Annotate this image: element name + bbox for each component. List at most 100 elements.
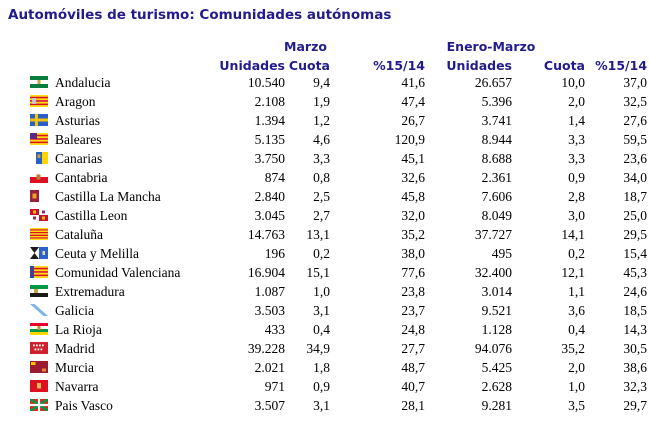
marzo-cuota-value: 9,4: [313, 74, 330, 90]
marzo-cuota-value: 1,8: [313, 359, 330, 375]
enero-marzo-cuota-value: 0,4: [568, 321, 585, 337]
flag-murcia-icon: [30, 360, 48, 373]
marzo-pct-value: 38,0: [401, 245, 425, 261]
table-row: Aragon 2.108 1,9 47,4 5.396 2,0 32,5: [28, 92, 647, 111]
table-row: Cataluña 14.763 13,1 35,2 37.727 14,1 29…: [28, 225, 647, 244]
enero-marzo-pct-value: 14,3: [623, 321, 648, 337]
marzo-cuota-value: 1,9: [313, 93, 330, 109]
enero-marzo-pct-value: 18,7: [623, 188, 648, 204]
flag-madrid-icon: [30, 341, 48, 354]
enero-marzo-pct-value: 59,5: [623, 131, 648, 147]
enero-marzo-unidades-value: 37.727: [474, 226, 512, 242]
region-name: Pais Vasco: [55, 397, 113, 413]
enero-marzo-cuota-value: 12,1: [561, 264, 585, 280]
flag-castilla-leon-icon: [30, 208, 48, 221]
marzo-unidades-value: 2.108: [254, 93, 285, 109]
col-header-pct-enero-marzo: %15/14: [595, 58, 648, 73]
region-name: Castilla La Mancha: [55, 188, 161, 204]
marzo-cuota-value: 2,7: [313, 207, 330, 223]
enero-marzo-cuota-value: 0,2: [568, 245, 585, 261]
enero-marzo-pct-value: 27,6: [623, 112, 648, 128]
enero-marzo-pct-value: 45,3: [623, 264, 648, 280]
marzo-unidades-value: 3.045: [254, 207, 285, 223]
enero-marzo-unidades-value: 3.741: [481, 112, 512, 128]
enero-marzo-cuota-value: 1,1: [568, 283, 585, 299]
enero-marzo-cuota-value: 10,0: [561, 74, 585, 90]
marzo-unidades-value: 16.904: [247, 264, 285, 280]
enero-marzo-cuota-value: 0,9: [568, 169, 585, 185]
table-row: La Rioja 433 0,4 24,8 1.128 0,4 14,3: [28, 320, 647, 339]
name-column-spacer: [28, 33, 200, 54]
enero-marzo-unidades-value: 7.606: [481, 188, 512, 204]
enero-marzo-cuota-value: 3,3: [568, 150, 585, 166]
enero-marzo-cuota-value: 2,0: [568, 359, 585, 375]
region-name: Murcia: [55, 359, 94, 375]
marzo-pct-value: 120,9: [394, 131, 425, 147]
marzo-pct-value: 23,8: [401, 283, 425, 299]
enero-marzo-unidades-value: 5.425: [481, 359, 512, 375]
enero-marzo-cuota-value: 3,3: [568, 131, 585, 147]
flag-la-rioja-icon: [30, 322, 48, 335]
table-row: Comunidad Valenciana 16.904 15,1 77,6 32…: [28, 263, 647, 282]
region-name: Cataluña: [55, 226, 103, 242]
marzo-pct-value: 45,1: [401, 150, 425, 166]
region-name: Baleares: [55, 131, 102, 147]
marzo-pct-value: 28,1: [401, 397, 425, 413]
marzo-unidades-value: 874: [264, 169, 285, 185]
enero-marzo-pct-value: 30,5: [623, 340, 648, 356]
marzo-pct-value: 48,7: [401, 359, 425, 375]
enero-marzo-pct-value: 24,6: [623, 283, 648, 299]
marzo-unidades-value: 14.763: [247, 226, 285, 242]
enero-marzo-pct-value: 18,5: [623, 302, 648, 318]
marzo-pct-value: 77,6: [401, 264, 425, 280]
flag-galicia-icon: [30, 303, 48, 316]
enero-marzo-pct-value: 32,3: [623, 378, 648, 394]
enero-marzo-unidades-value: 26.657: [474, 74, 512, 90]
enero-marzo-cuota-value: 3,5: [568, 397, 585, 413]
enero-marzo-unidades-value: 5.396: [481, 93, 512, 109]
marzo-unidades-value: 971: [264, 378, 285, 394]
marzo-unidades-value: 3.750: [254, 150, 285, 166]
marzo-pct-value: 23,7: [401, 302, 425, 318]
marzo-unidades-value: 1.087: [254, 283, 285, 299]
flag-pais-vasco-icon: [30, 398, 48, 411]
marzo-unidades-value: 1.394: [254, 112, 285, 128]
enero-marzo-unidades-value: 32.400: [474, 264, 512, 280]
enero-marzo-unidades-value: 495: [491, 245, 512, 261]
marzo-unidades-value: 3.507: [254, 397, 285, 413]
marzo-pct-value: 24,8: [401, 321, 425, 337]
marzo-unidades-value: 2.021: [254, 359, 285, 375]
group-header-enero-marzo: Enero-Marzo: [446, 39, 536, 54]
marzo-unidades-value: 3.503: [254, 302, 285, 318]
enero-marzo-cuota-value: 2,0: [568, 93, 585, 109]
enero-marzo-unidades-value: 1.128: [481, 321, 512, 337]
table-row: Asturias 1.394 1,2 26,7 3.741 1,4 27,6: [28, 111, 647, 130]
enero-marzo-pct-value: 29,7: [623, 397, 648, 413]
table-row: Ceuta y Melilla 196 0,2 38,0 495 0,2 15,…: [28, 244, 647, 263]
table-row: Cantabria 874 0,8 32,6 2.361 0,9 34,0: [28, 168, 647, 187]
table-row: Baleares 5.135 4,6 120,9 8.944 3,3 59,5: [28, 130, 647, 149]
region-name: Cantabria: [55, 169, 108, 185]
enero-marzo-pct-value: 32,5: [623, 93, 648, 109]
marzo-cuota-value: 0,8: [313, 169, 330, 185]
enero-marzo-unidades-value: 2.361: [481, 169, 512, 185]
marzo-unidades-value: 39.228: [247, 340, 285, 356]
marzo-cuota-value: 15,1: [306, 264, 330, 280]
enero-marzo-pct-value: 34,0: [623, 169, 648, 185]
enero-marzo-pct-value: 15,4: [623, 245, 648, 261]
marzo-cuota-value: 0,4: [313, 321, 330, 337]
enero-marzo-pct-value: 37,0: [623, 74, 648, 90]
table-row: Castilla Leon 3.045 2,7 32,0 8.049 3,0 2…: [28, 206, 647, 225]
marzo-cuota-value: 3,1: [313, 397, 330, 413]
region-name: Extremadura: [55, 283, 125, 299]
flag-castilla-la-mancha-icon: [30, 189, 48, 202]
region-name: Castilla Leon: [55, 207, 128, 223]
marzo-cuota-value: 3,1: [313, 302, 330, 318]
marzo-cuota-value: 1,2: [313, 112, 330, 128]
marzo-unidades-value: 196: [264, 245, 285, 261]
enero-marzo-unidades-value: 8.688: [481, 150, 512, 166]
flag-navarra-icon: [30, 379, 48, 392]
enero-marzo-cuota-value: 3,6: [568, 302, 585, 318]
table-row: Galicia 3.503 3,1 23,7 9.521 3,6 18,5: [28, 301, 647, 320]
group-header-marzo: Marzo: [284, 39, 327, 54]
